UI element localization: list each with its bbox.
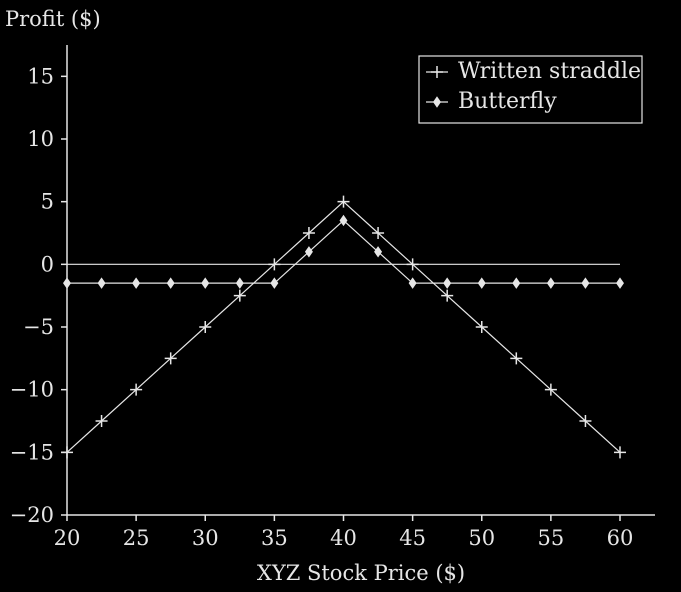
- legend-diamond-marker: [433, 96, 441, 108]
- x-tick-label: 55: [538, 526, 565, 550]
- data-point-diamond: [443, 277, 452, 289]
- y-tick-label: 5: [41, 190, 54, 214]
- y-axis-title: Profit ($): [5, 7, 101, 31]
- data-point-diamond: [408, 277, 417, 289]
- y-tick-label: −5: [23, 315, 54, 339]
- data-point-plus: [372, 227, 385, 239]
- y-tick-label: −15: [10, 440, 54, 464]
- x-tick-label: 20: [54, 526, 81, 550]
- data-point-plus: [302, 227, 315, 239]
- data-point-plus: [337, 195, 350, 208]
- data-point-plus: [268, 258, 281, 271]
- data-point-plus: [199, 321, 212, 333]
- x-tick-label: 50: [468, 526, 495, 550]
- legend-label-butterfly: Butterfly: [458, 89, 557, 114]
- data-point-diamond: [97, 277, 106, 289]
- data-point-diamond: [63, 277, 71, 289]
- data-point-diamond: [477, 277, 486, 289]
- data-point-plus: [130, 383, 143, 396]
- legend: Written straddle Butterfly: [418, 55, 643, 124]
- x-tick-label: 60: [607, 526, 634, 550]
- data-point-diamond: [616, 277, 624, 289]
- x-tick-label: 30: [192, 526, 219, 550]
- data-point-diamond: [270, 277, 279, 289]
- series-written-straddle: [61, 195, 626, 459]
- y-tick-label: 10: [27, 127, 54, 151]
- x-tick-label: 45: [399, 526, 426, 550]
- data-point-diamond: [132, 277, 141, 289]
- data-point-plus: [441, 289, 454, 302]
- data-point-plus: [406, 258, 419, 271]
- data-point-plus: [95, 415, 108, 427]
- data-point-diamond: [512, 277, 521, 289]
- data-point-plus: [61, 446, 73, 459]
- legend-label-written-straddle: Written straddle: [458, 59, 641, 84]
- data-point-diamond: [235, 277, 244, 289]
- x-tick-label: 35: [261, 526, 288, 550]
- data-point-diamond: [581, 277, 590, 289]
- data-point-diamond: [339, 214, 348, 227]
- data-point-plus: [233, 289, 246, 302]
- data-point-plus: [544, 383, 557, 396]
- data-point-plus: [164, 352, 177, 365]
- series-line-written-straddle: [66, 200, 621, 453]
- legend-plus-marker: [431, 66, 443, 78]
- data-point-diamond: [166, 277, 175, 289]
- y-tick-label: −10: [10, 378, 54, 402]
- x-tick-label: 25: [123, 526, 150, 550]
- series-layer: [61, 195, 626, 459]
- legend-box: [418, 55, 643, 124]
- data-point-diamond: [374, 246, 383, 258]
- data-point-plus: [510, 352, 523, 365]
- legend-marker-written-straddle: [426, 66, 448, 78]
- x-axis-title: XYZ Stock Price ($): [257, 561, 465, 585]
- series-butterfly: [63, 214, 624, 289]
- y-tick-label: 0: [41, 252, 54, 276]
- data-point-plus: [579, 415, 592, 427]
- data-point-plus: [614, 446, 626, 459]
- x-tick-label: 40: [330, 526, 357, 550]
- data-point-diamond: [304, 246, 313, 258]
- y-tick-label: −20: [10, 503, 54, 527]
- legend-marker-butterfly: [426, 96, 448, 108]
- y-tick-label: 15: [27, 64, 54, 88]
- data-point-plus: [475, 321, 488, 333]
- series-line-butterfly: [67, 219, 620, 284]
- data-point-diamond: [201, 277, 210, 289]
- data-point-diamond: [546, 277, 555, 289]
